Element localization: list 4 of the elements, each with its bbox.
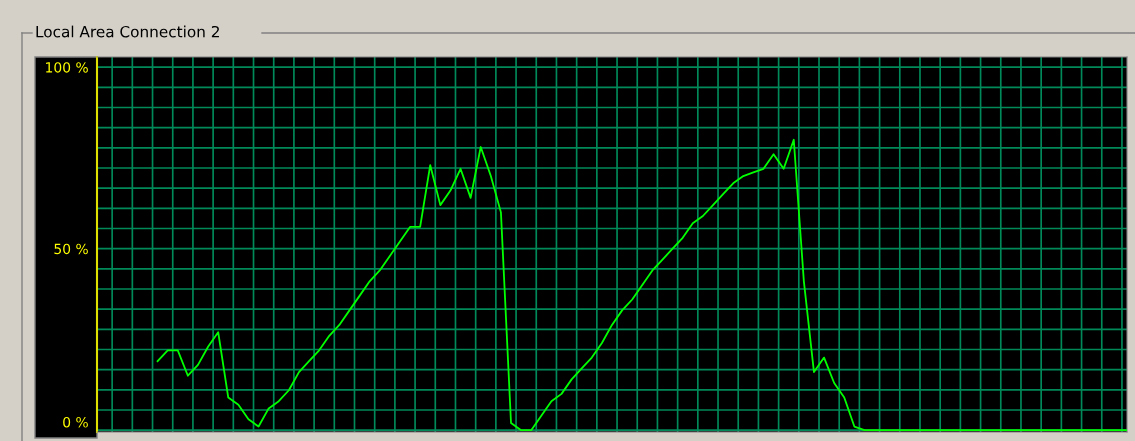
y-tick-label: 0 % bbox=[63, 416, 88, 428]
chart-title: Local Area Connection 2 bbox=[36, 25, 219, 38]
y-tick-label: 100 % bbox=[46, 62, 88, 73]
y-tick-label: 50 % bbox=[54, 243, 88, 255]
